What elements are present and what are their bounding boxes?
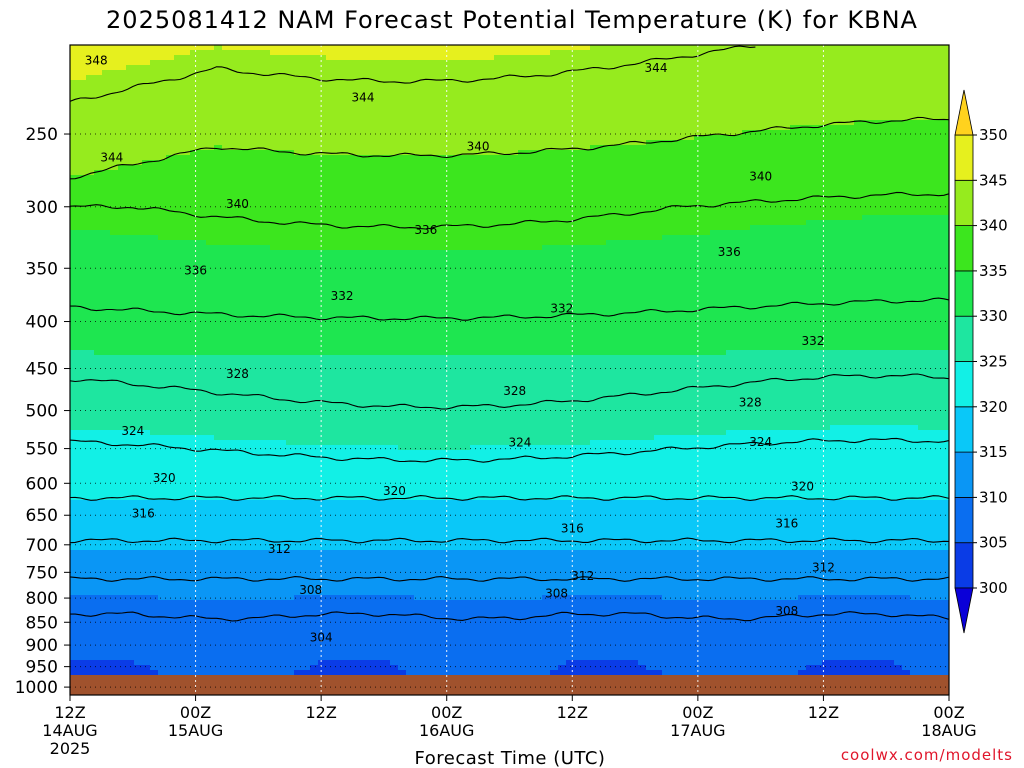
colorbar-top-arrow: [955, 90, 973, 135]
y-tick-label: 750: [26, 563, 58, 583]
x-tick-label: 00Z: [682, 703, 713, 722]
colorbar-swatch: [955, 407, 973, 452]
colorbar-swatch: [955, 497, 973, 542]
contour-label: 320: [383, 484, 406, 498]
contour-label: 328: [503, 384, 526, 398]
contour-label: 316: [775, 517, 798, 531]
colorbar-label: 310: [979, 488, 1008, 506]
contour-label: 340: [467, 140, 490, 154]
colorbar-label: 340: [979, 217, 1008, 235]
contour-label: 316: [561, 522, 584, 536]
y-tick-label: 350: [26, 259, 58, 279]
y-tick-label: 700: [26, 536, 58, 556]
x-tick-sub: 15AUG: [168, 721, 223, 740]
contour-label: 328: [226, 367, 249, 381]
colorbar-label: 335: [979, 262, 1008, 280]
contour-label: 340: [226, 197, 249, 211]
colorbar-label: 320: [979, 398, 1008, 416]
colorbar-swatch: [955, 180, 973, 225]
colorbar-bottom-arrow: [955, 588, 973, 633]
contour-label: 344: [352, 90, 375, 104]
contour-label: 324: [121, 424, 144, 438]
x-tick-sub: 17AUG: [670, 721, 725, 740]
contour-label: 308: [545, 587, 568, 601]
colorbar-label: 330: [979, 307, 1008, 325]
contour-label: 308: [775, 604, 798, 618]
y-tick-label: 450: [26, 360, 58, 380]
y-tick-label: 550: [26, 440, 58, 460]
x-tick-sub2: 2025: [50, 739, 91, 758]
colorbar-label: 325: [979, 353, 1008, 371]
x-tick-sub: 18AUG: [921, 721, 976, 740]
x-axis-label: Forecast Time (UTC): [415, 748, 606, 768]
colorbar-swatch: [955, 452, 973, 497]
colorbar-swatch: [955, 543, 973, 588]
contour-label: 336: [414, 223, 437, 237]
theta-fill-field: [70, 45, 951, 676]
x-tick-sub: 14AUG: [42, 721, 97, 740]
colorbar: 300 305 310 315 320 325 330 335 340 345 350: [955, 90, 1008, 633]
colorbar-swatch: [955, 135, 973, 180]
contour-label: 320: [791, 480, 814, 494]
y-tick-label: 650: [26, 506, 58, 526]
x-tick-label: 12Z: [54, 703, 85, 722]
contour-label: 312: [571, 569, 594, 583]
colorbar-swatch: [955, 226, 973, 271]
y-tick-label: 400: [26, 313, 58, 333]
x-tick-sub: 16AUG: [419, 721, 474, 740]
contour-label: 308: [299, 583, 322, 597]
colorbar-label: 305: [979, 534, 1008, 552]
y-tick-label: 800: [26, 589, 58, 609]
contour-label: 340: [749, 169, 772, 183]
y-tick-label: 300: [26, 198, 58, 218]
colorbar-swatch: [955, 362, 973, 407]
x-tick-label: 00Z: [431, 703, 462, 722]
contour-label: 312: [268, 542, 291, 556]
contour-label: 336: [718, 245, 741, 259]
contour-label: 324: [749, 435, 772, 449]
x-tick-label: 12Z: [305, 703, 336, 722]
contour-label: 328: [739, 396, 762, 410]
y-tick-label: 600: [26, 474, 58, 494]
y-tick-label: 250: [26, 125, 58, 145]
y-tick-label: 900: [26, 636, 58, 656]
colorbar-label: 315: [979, 443, 1008, 461]
x-tick-label: 12Z: [557, 703, 588, 722]
colorbar-label: 350: [979, 126, 1008, 144]
chart-title: 2025081412 NAM Forecast Potential Temper…: [106, 6, 918, 34]
contour-label: 304: [310, 630, 333, 644]
contour-label: 312: [812, 561, 835, 575]
colorbar-swatch: [955, 271, 973, 316]
colorbar-label: 300: [979, 579, 1008, 597]
colorbar-label: 345: [979, 171, 1008, 189]
contour-label: 320: [153, 471, 176, 485]
contour-label: 348: [85, 54, 108, 68]
credit-text: coolwx.com/modelts: [841, 746, 1013, 764]
y-axis: 250 300 350 400 450 500 550 600 650 700 750 800 850 9…: [15, 125, 70, 698]
y-tick-label: 850: [26, 613, 58, 633]
contour-label: 332: [331, 289, 354, 303]
contour-label: 344: [100, 150, 123, 164]
y-tick-label: 1000: [15, 678, 58, 698]
colorbar-swatch: [955, 316, 973, 361]
contour-label: 324: [509, 436, 532, 450]
contour-label: 336: [184, 264, 207, 278]
x-tick-label: 00Z: [933, 703, 964, 722]
contour-label: 316: [132, 506, 155, 520]
contour-label: 344: [645, 61, 668, 75]
ground-surface: [70, 675, 949, 695]
contour-label: 332: [802, 334, 825, 348]
x-tick-label: 12Z: [808, 703, 839, 722]
y-tick-label: 950: [26, 658, 58, 678]
x-tick-label: 00Z: [180, 703, 211, 722]
contour-label: 332: [550, 301, 573, 315]
y-tick-label: 500: [26, 402, 58, 422]
